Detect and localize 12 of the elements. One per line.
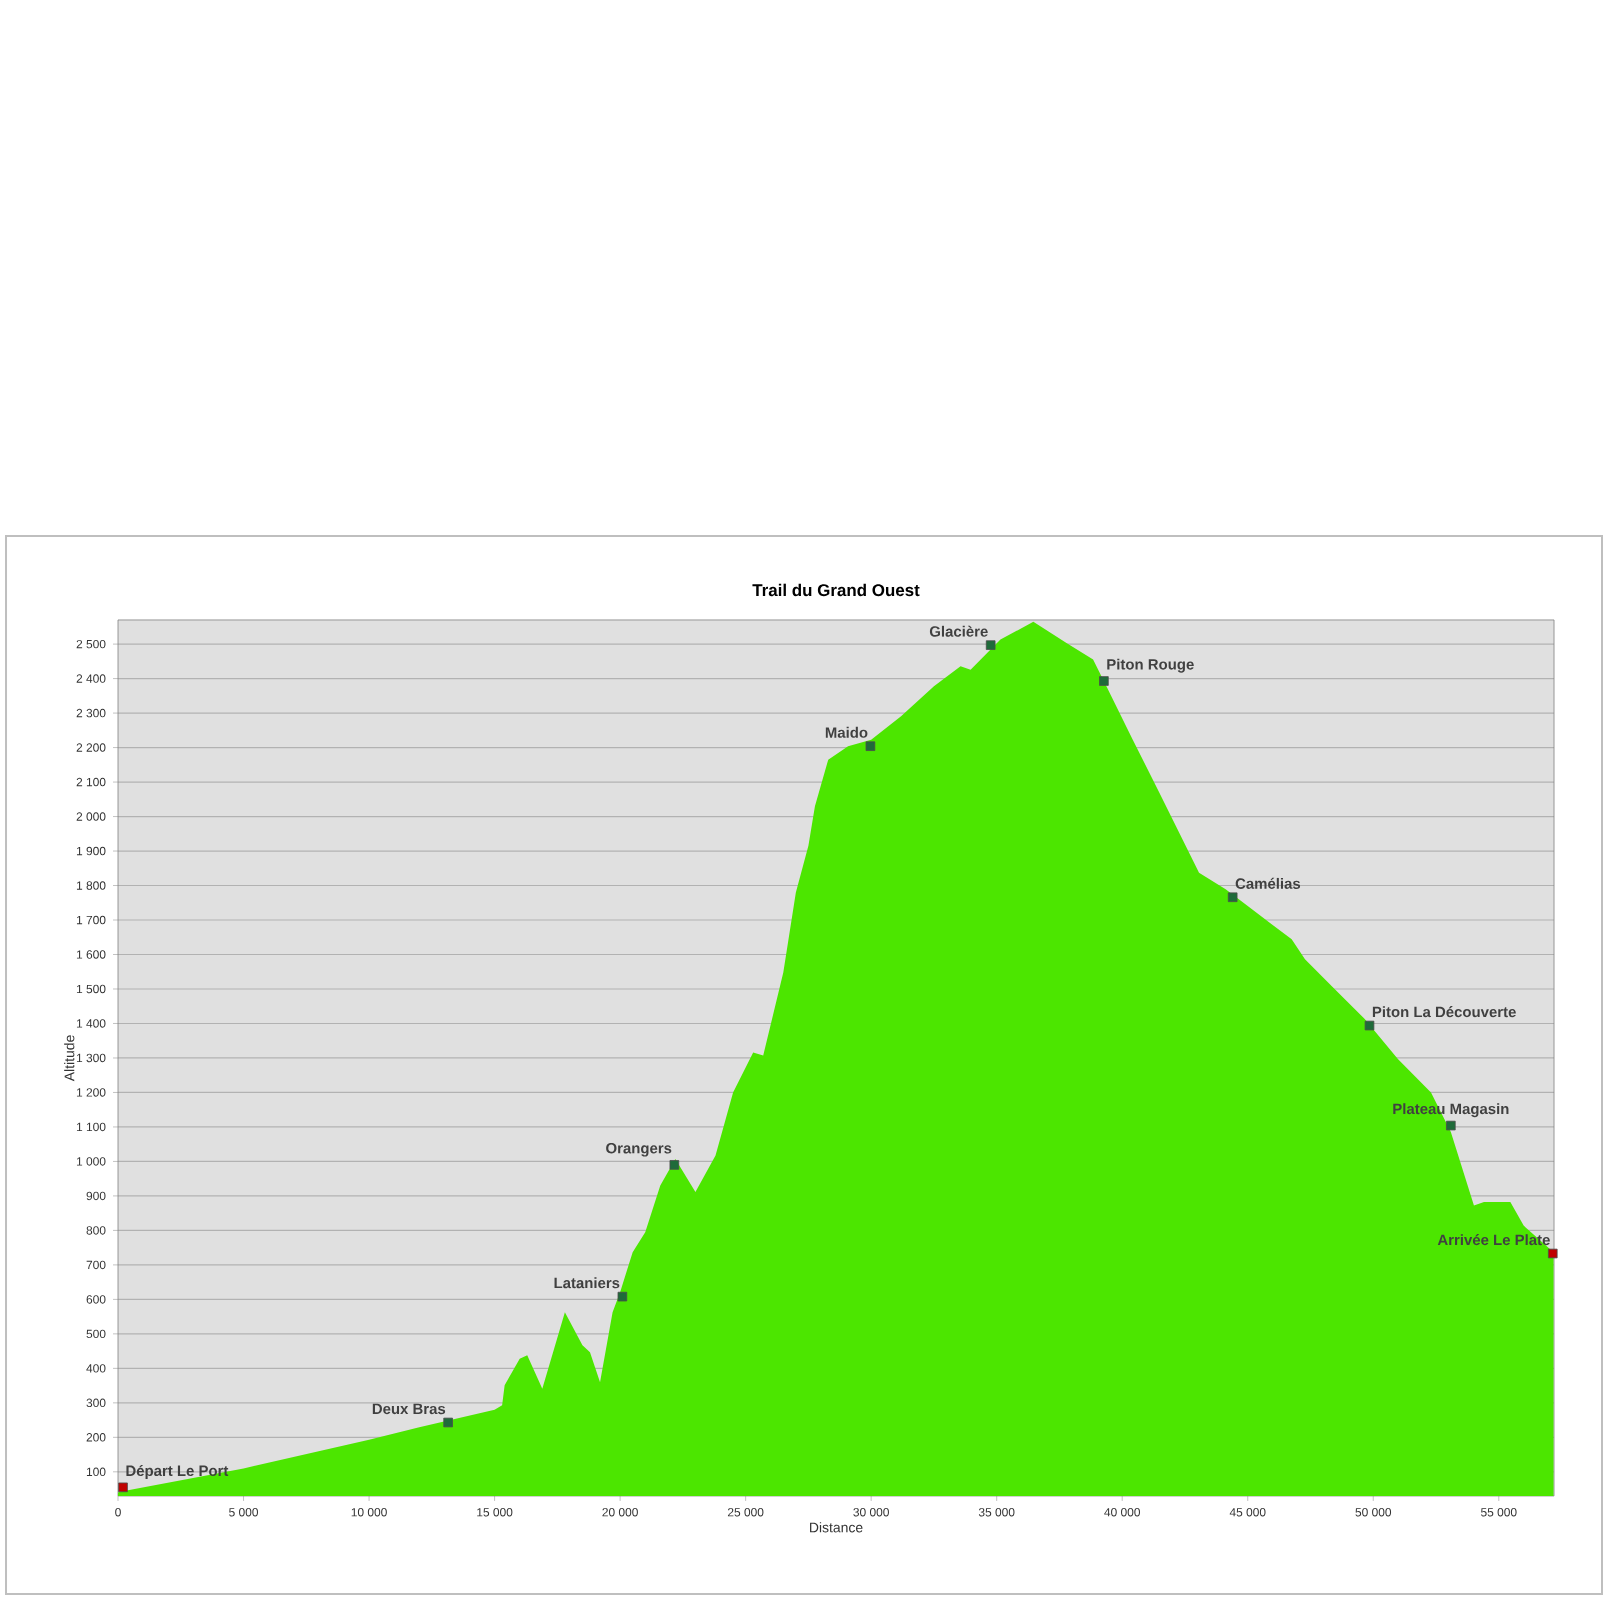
point bbox=[865, 741, 876, 751]
point bbox=[669, 1160, 680, 1170]
point bbox=[1099, 676, 1109, 686]
point bbox=[985, 640, 996, 650]
point bbox=[617, 1291, 628, 1302]
point bbox=[1446, 1120, 1456, 1131]
point bbox=[1364, 1020, 1375, 1031]
chart-title: Trail du Grand Ouest bbox=[752, 583, 920, 597]
point bbox=[1227, 892, 1238, 903]
point bbox=[118, 1482, 128, 1493]
point bbox=[443, 1417, 453, 1428]
point bbox=[1547, 1248, 1558, 1259]
